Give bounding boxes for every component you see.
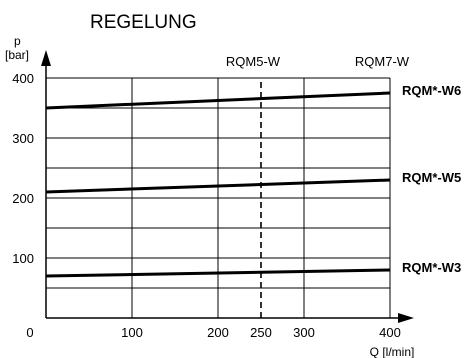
annotation-labels: RQM*-W6 RQM*-W5 RQM*-W3 RQM5-W RQM7-W: [226, 54, 461, 275]
y-tick-label-100: 100: [12, 251, 34, 266]
y-tick-label-200: 200: [12, 191, 34, 206]
series-label-rqm-w6: RQM*-W6: [402, 83, 461, 98]
series-line-rqm-w5: [45, 178, 391, 194]
y-tick-label-400: 400: [12, 71, 34, 86]
series-label-rqm-w3: RQM*-W3: [402, 260, 461, 275]
y-axis-arrow: [41, 50, 51, 66]
model-label-rqm5-w: RQM5-W: [226, 54, 281, 69]
axes: [41, 50, 414, 323]
x-tick-label-250: 250: [250, 325, 272, 340]
series-label-rqm-w5: RQM*-W5: [402, 170, 461, 185]
tick-labels: 0 100 200 250 300 400 100 200 300 400: [12, 71, 401, 340]
series-line-rqm-w6: [45, 91, 391, 110]
x-axis-label: Q [l/min]: [370, 345, 415, 358]
chart-title: REGELUNG: [90, 12, 197, 33]
x-tick-label-200: 200: [207, 325, 229, 340]
grid: [46, 77, 391, 318]
x-tick-label-300: 300: [293, 325, 315, 340]
model-label-rqm7-w: RQM7-W: [355, 54, 410, 69]
x-axis-arrow: [398, 313, 414, 323]
x-tick-label-0: 0: [26, 325, 33, 340]
y-tick-label-300: 300: [12, 131, 34, 146]
x-tick-label-100: 100: [121, 325, 143, 340]
y-axis-unit: [bar]: [5, 48, 29, 62]
series-line-rqm-w3: [45, 268, 391, 278]
series-lines: [45, 91, 391, 278]
y-axis-label: p: [14, 34, 21, 48]
x-tick-label-400: 400: [379, 325, 401, 340]
